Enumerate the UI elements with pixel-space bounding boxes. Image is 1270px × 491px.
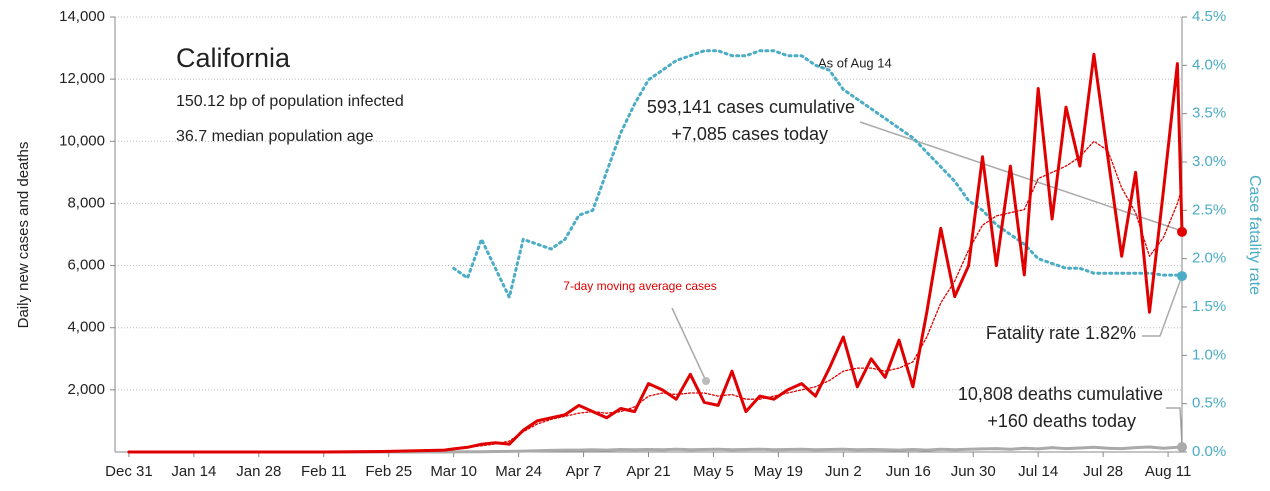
x-tick-label: Jul 28 xyxy=(1083,463,1123,480)
leader-dot xyxy=(702,377,710,385)
chart-title: California xyxy=(176,43,291,73)
x-tick-label: Jan 14 xyxy=(171,463,216,480)
annotation: +7,085 cases today xyxy=(671,124,828,144)
x-tick-label: Jun 2 xyxy=(825,463,862,480)
series-line xyxy=(128,140,1183,453)
x-tick-label: Mar 24 xyxy=(495,463,542,480)
x-tick-label: Dec 31 xyxy=(105,463,153,480)
leader-line xyxy=(1166,407,1183,445)
y2-tick-label: 3.0% xyxy=(1192,153,1226,170)
grid xyxy=(115,16,1182,391)
x-tick-label: Jul 14 xyxy=(1018,463,1058,480)
y-tick-label: 14,000 xyxy=(59,8,105,25)
y2-tick-label: 0.0% xyxy=(1192,443,1226,460)
series-line xyxy=(127,445,1184,454)
y2-tick-label: 1.5% xyxy=(1192,298,1226,315)
annotation: 7-day moving average cases xyxy=(563,279,716,293)
y-tick-label: 10,000 xyxy=(59,132,105,149)
y-tick-label: 8,000 xyxy=(67,194,105,211)
annotation: +160 deaths today xyxy=(987,411,1136,431)
y-tick-label: 4,000 xyxy=(67,319,105,336)
subtitle: 150.12 bp of population infected xyxy=(176,93,404,110)
y-tick-label: 2,000 xyxy=(67,381,105,398)
y-axis-label: Daily new cases and deaths xyxy=(15,142,32,329)
x-tick-label: Mar 10 xyxy=(430,463,477,480)
y-tick-label: 12,000 xyxy=(59,70,105,87)
leader-line xyxy=(1142,275,1183,337)
x-tick-label: Jan 28 xyxy=(236,463,281,480)
x-tick-label: Jun 30 xyxy=(951,463,996,480)
annotation: As of Aug 14 xyxy=(818,55,892,70)
y2-tick-label: 3.5% xyxy=(1192,105,1226,122)
x-tick-label: Jun 16 xyxy=(886,463,931,480)
leader-line xyxy=(671,307,707,382)
y2-tick-label: 1.0% xyxy=(1192,346,1226,363)
x-tick-label: May 19 xyxy=(754,463,803,480)
end-dot xyxy=(1177,442,1187,453)
x-tick-label: Apr 21 xyxy=(626,463,670,480)
series-line xyxy=(452,49,1184,299)
x-tick-label: Feb 11 xyxy=(301,463,347,480)
y2-tick-label: 4.5% xyxy=(1192,8,1226,25)
annotation: 10,808 deaths cumulative xyxy=(958,384,1163,404)
end-dot xyxy=(1177,226,1187,237)
x-tick-label: May 5 xyxy=(693,463,734,480)
x-tick-label: Feb 25 xyxy=(365,463,412,480)
y-tick-label: 6,000 xyxy=(67,257,105,274)
y2-tick-label: 0.5% xyxy=(1192,395,1226,412)
subtitle: 36.7 median population age xyxy=(176,128,374,145)
annotation: Fatality rate 1.82% xyxy=(986,323,1136,343)
series-line xyxy=(127,52,1184,454)
y2-axis-label: Case fatality rate xyxy=(1246,175,1263,295)
y2-tick-label: 4.0% xyxy=(1192,56,1226,73)
y2-tick-label: 2.0% xyxy=(1192,250,1226,267)
y2-tick-label: 2.5% xyxy=(1192,201,1226,218)
x-tick-label: Aug 11 xyxy=(1145,463,1191,480)
end-dot xyxy=(1177,271,1187,282)
x-tick-label: Apr 7 xyxy=(566,463,602,480)
annotation: 593,141 cases cumulative xyxy=(647,97,855,117)
